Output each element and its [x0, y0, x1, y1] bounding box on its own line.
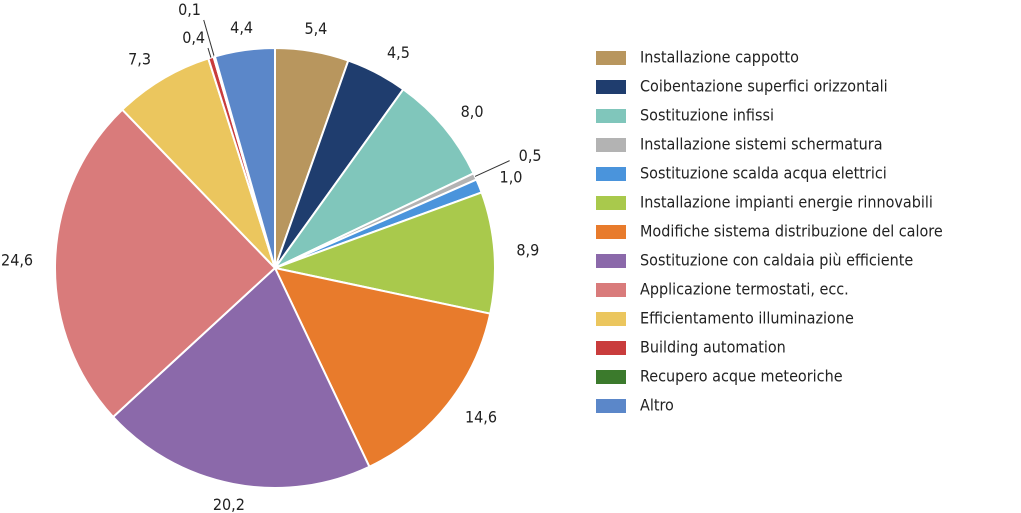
data-label: 5,4: [304, 19, 327, 38]
legend-label: Efficientamento illuminazione: [640, 309, 854, 328]
pie-slice: [271, 191, 496, 315]
data-label: 20,2: [213, 495, 245, 513]
legend-label: Coibentazione superfici orizzontali: [640, 77, 888, 96]
pie-slice: [213, 46, 276, 269]
legend-swatch: [596, 109, 626, 123]
legend-swatch: [596, 341, 626, 355]
pie-slice: [111, 266, 371, 489]
data-label: 8,9: [516, 240, 539, 259]
legend-swatch: [596, 254, 626, 268]
data-label: 14,6: [465, 407, 497, 426]
pie-slice: [273, 266, 492, 469]
legend-label: Altro: [640, 396, 674, 415]
legend-swatch: [596, 399, 626, 413]
legend-swatch: [596, 196, 626, 210]
legend-label: Sostituzione infissi: [640, 106, 774, 125]
legend-swatch: [596, 225, 626, 239]
legend-label: Recupero acque meteoriche: [640, 367, 843, 386]
data-label: 24,6: [1, 250, 33, 269]
legend-swatch: [596, 138, 626, 152]
data-label: 1,0: [500, 167, 523, 186]
data-label: 7,3: [128, 50, 151, 69]
legend-label: Sostituzione scalda acqua elettrici: [640, 164, 887, 183]
legend-swatch: [596, 312, 626, 326]
legend-swatch: [596, 283, 626, 297]
legend-label: Applicazione termostati, ecc.: [640, 280, 849, 299]
leader-line: [474, 160, 510, 177]
legend-label: Installazione impianti energie rinnovabi…: [640, 193, 933, 212]
data-label: 0,1: [178, 0, 201, 19]
legend-swatch: [596, 167, 626, 181]
pie-slice: [54, 108, 277, 419]
data-label: 8,0: [461, 102, 484, 121]
data-label: 0,5: [519, 146, 542, 165]
legend-label: Sostituzione con caldaia più efficiente: [640, 251, 913, 270]
legend-swatch: [596, 51, 626, 65]
data-label: 4,5: [387, 43, 410, 62]
leader-line: [207, 47, 212, 58]
data-label: 4,4: [230, 18, 253, 37]
legend-label: Building automation: [640, 338, 786, 357]
legend-label: Installazione sistemi schermatura: [640, 135, 883, 154]
data-label: 0,4: [182, 28, 205, 47]
legend-swatch: [596, 370, 626, 384]
legend-label: Modifiche sistema distribuzione del calo…: [640, 222, 943, 241]
leader-line: [203, 19, 215, 57]
legend-swatch: [596, 80, 626, 94]
pie-slice: [120, 57, 276, 269]
pie-slice: [274, 87, 475, 269]
legend-label: Installazione cappotto: [640, 48, 799, 67]
